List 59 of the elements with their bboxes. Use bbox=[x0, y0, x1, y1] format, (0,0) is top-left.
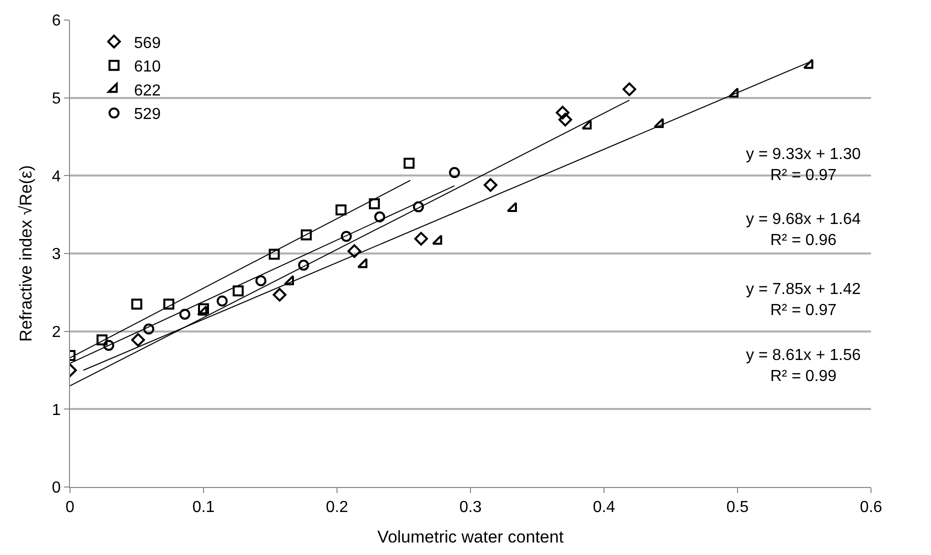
point bbox=[556, 106, 570, 120]
point bbox=[484, 178, 498, 192]
legend-label: 569 bbox=[134, 34, 161, 52]
point bbox=[412, 201, 424, 212]
y-tick-label: 4 bbox=[52, 168, 61, 186]
point bbox=[268, 248, 280, 260]
point bbox=[179, 308, 190, 320]
legend-label: 610 bbox=[134, 58, 161, 76]
point bbox=[803, 58, 814, 69]
point bbox=[728, 88, 739, 98]
point bbox=[336, 204, 347, 216]
legend-label: 622 bbox=[134, 82, 161, 100]
point bbox=[404, 158, 415, 169]
annotation: y = 9.68x + 1.64 R² = 0.96 bbox=[746, 211, 861, 249]
y-tick-label: 3 bbox=[52, 246, 61, 264]
point bbox=[103, 340, 114, 351]
point bbox=[131, 333, 145, 347]
point bbox=[232, 285, 244, 296]
point bbox=[163, 298, 174, 310]
annotation: y = 8.61x + 1.56 R² = 0.99 bbox=[746, 347, 861, 385]
x-tick-label: 0.5 bbox=[726, 499, 749, 516]
x-tick-label: 0.3 bbox=[459, 499, 482, 516]
legend-label: 529 bbox=[134, 106, 161, 124]
point bbox=[272, 288, 286, 302]
point bbox=[368, 198, 380, 210]
point bbox=[284, 275, 294, 286]
x-axis-title: Volumetric water content bbox=[377, 528, 564, 547]
point bbox=[300, 229, 312, 240]
point bbox=[448, 167, 460, 178]
point bbox=[432, 234, 442, 245]
y-tick-label: 0 bbox=[52, 480, 61, 497]
x-tick-label: 0 bbox=[66, 499, 75, 516]
point bbox=[622, 82, 636, 96]
point bbox=[374, 211, 386, 222]
y-axis-title: Refractive index √Re(ε) bbox=[16, 165, 36, 342]
x-tick-label: 0.4 bbox=[592, 499, 616, 516]
point bbox=[506, 202, 517, 212]
point bbox=[357, 258, 368, 268]
point bbox=[96, 334, 108, 346]
point bbox=[348, 244, 362, 258]
point bbox=[340, 230, 352, 242]
point bbox=[414, 232, 428, 246]
point bbox=[582, 119, 592, 130]
annotation: y = 9.33x + 1.30 R² = 0.97 bbox=[746, 146, 861, 184]
x-tick-label: 0.2 bbox=[326, 499, 348, 516]
x-tick-label: 0.6 bbox=[860, 499, 882, 516]
point bbox=[143, 324, 154, 334]
y-tick-label: 1 bbox=[52, 402, 61, 419]
point bbox=[298, 260, 310, 271]
point bbox=[216, 295, 228, 306]
annotation: y = 7.85x + 1.42 R² = 0.97 bbox=[746, 281, 861, 319]
point bbox=[558, 112, 572, 126]
x-tick-label: 0.1 bbox=[192, 499, 215, 516]
y-tick-label: 6 bbox=[52, 12, 61, 30]
point bbox=[255, 275, 266, 286]
point bbox=[131, 298, 142, 310]
y-tick-label: 5 bbox=[52, 90, 61, 108]
point bbox=[654, 118, 664, 128]
y-tick-label: 2 bbox=[52, 324, 61, 341]
